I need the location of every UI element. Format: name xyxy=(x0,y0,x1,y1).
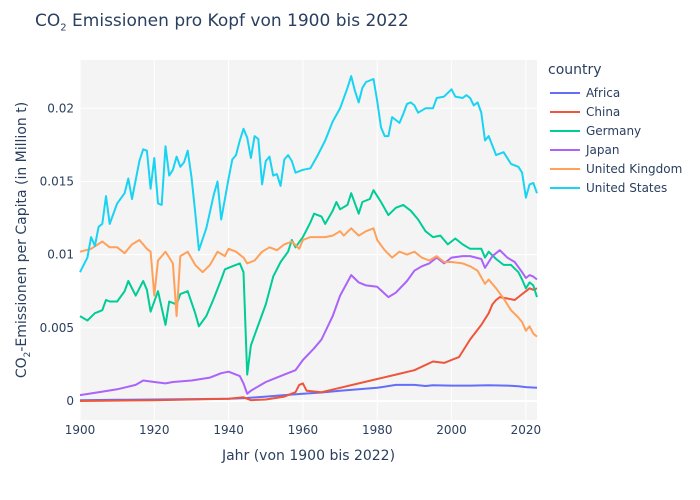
x-tick-label: 2020 xyxy=(511,423,542,437)
x-tick-label: 1900 xyxy=(65,423,96,437)
y-tick-label: 0 xyxy=(66,394,74,408)
series-line-japan xyxy=(79,249,538,397)
chart-title-subscript: 2 xyxy=(60,22,67,34)
x-tick-label: 1940 xyxy=(213,423,244,437)
legend-item-united-states[interactable]: United States xyxy=(540,178,682,197)
y-axis-title: CO2-Emissionen per Capita (in Million t) xyxy=(14,102,33,378)
y-tick-label: 0.005 xyxy=(40,321,74,335)
legend-swatch xyxy=(550,167,580,170)
chart-title-rest: Emissionen pro Kopf von 1900 bis 2022 xyxy=(66,11,409,31)
x-tick-label: 1960 xyxy=(288,423,319,437)
legend-item-japan[interactable]: Japan xyxy=(540,140,682,159)
legend-swatch xyxy=(550,186,580,189)
chart-title-main: CO xyxy=(35,11,61,31)
x-tick-label: 1920 xyxy=(139,423,170,437)
legend-swatch xyxy=(550,148,580,151)
legend-item-africa[interactable]: Africa xyxy=(540,83,682,102)
series-layer xyxy=(79,75,538,402)
chart-title: CO2 Emissionen pro Kopf von 1900 bis 202… xyxy=(35,11,409,33)
legend: country Africa China Germany Japan United Ki… xyxy=(540,62,682,197)
legend-swatch xyxy=(550,129,580,132)
legend-swatch xyxy=(550,110,580,113)
plot-background xyxy=(80,60,537,420)
legend-label: Africa xyxy=(586,85,621,100)
legend-title: country xyxy=(548,62,602,78)
legend-items: Africa China Germany Japan United Kingdom Uni… xyxy=(540,83,682,197)
legend-item-united-kingdom[interactable]: United Kingdom xyxy=(540,159,682,178)
x-axis-title: Jahr (von 1900 bis 2022) xyxy=(221,448,395,464)
y-tick-label: 0.01 xyxy=(47,248,74,262)
series-line-united-kingdom xyxy=(79,227,538,338)
legend-label: China xyxy=(586,104,621,119)
legend-label: Germany xyxy=(586,123,642,138)
y-tick-label: 0.015 xyxy=(40,174,74,188)
x-tick-label: 1980 xyxy=(362,423,393,437)
legend-swatch xyxy=(550,91,580,94)
legend-label: United States xyxy=(586,180,668,195)
legend-item-china[interactable]: China xyxy=(540,102,682,121)
y-tick-label: 0.02 xyxy=(47,101,74,115)
x-tick-label: 2000 xyxy=(436,423,467,437)
series-line-germany xyxy=(79,189,538,376)
tick-layer: 0 0.005 0.01 0.015 0.02 1900 1920 1940 1960 1980 2… xyxy=(40,101,541,437)
legend-item-germany[interactable]: Germany xyxy=(540,121,682,140)
legend-label: United Kingdom xyxy=(586,161,683,176)
legend-label: Japan xyxy=(586,142,620,157)
series-line-china xyxy=(79,287,538,402)
series-line-united-states xyxy=(79,75,538,273)
